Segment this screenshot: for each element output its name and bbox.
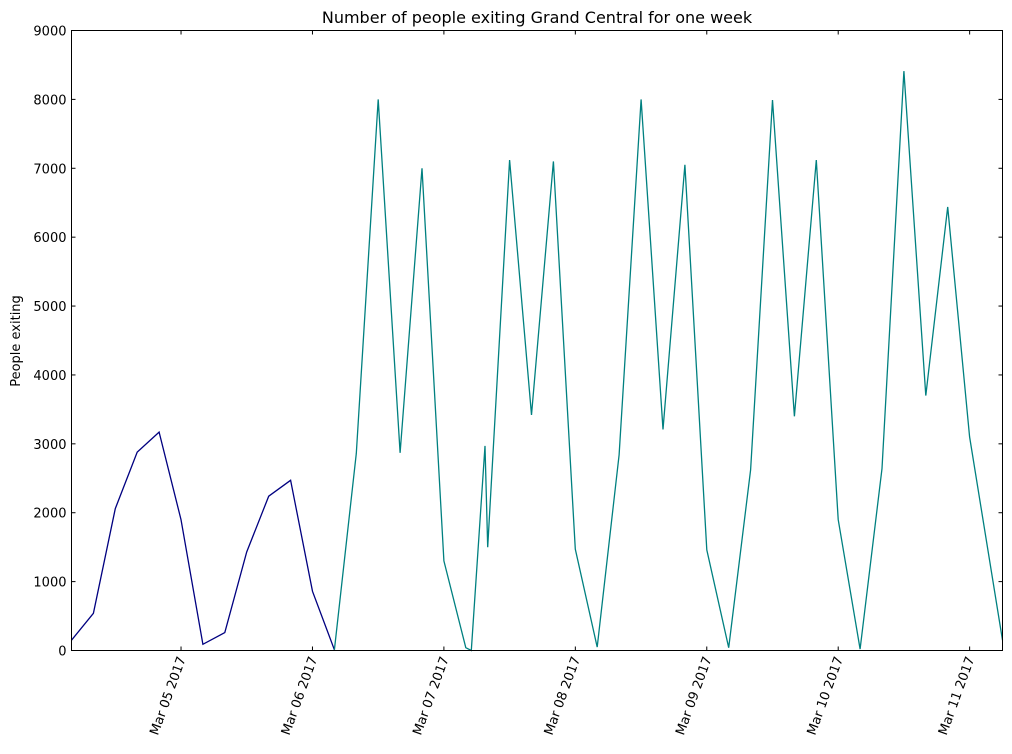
y-tick-label: 2000 xyxy=(33,507,66,522)
tick-layer xyxy=(71,30,1003,651)
y-tick-label: 0 xyxy=(58,645,66,660)
chart-title: Number of people exiting Grand Central f… xyxy=(322,8,753,27)
y-tick-label: 3000 xyxy=(33,438,66,453)
y-tick-label: 8000 xyxy=(33,93,66,108)
series-line-1 xyxy=(70,430,336,651)
y-tick-label: 9000 xyxy=(33,25,66,40)
series-layer xyxy=(70,71,1004,652)
y-axis-label: People exiting xyxy=(9,295,24,387)
plot-frame xyxy=(71,30,1003,651)
series-line-2 xyxy=(333,71,1004,652)
y-tick-label: 5000 xyxy=(33,300,66,315)
y-tick-label: 7000 xyxy=(33,162,66,177)
y-tick-label: 1000 xyxy=(33,576,66,591)
y-tick-label: 4000 xyxy=(33,369,66,384)
y-tick-label: 6000 xyxy=(33,231,66,246)
